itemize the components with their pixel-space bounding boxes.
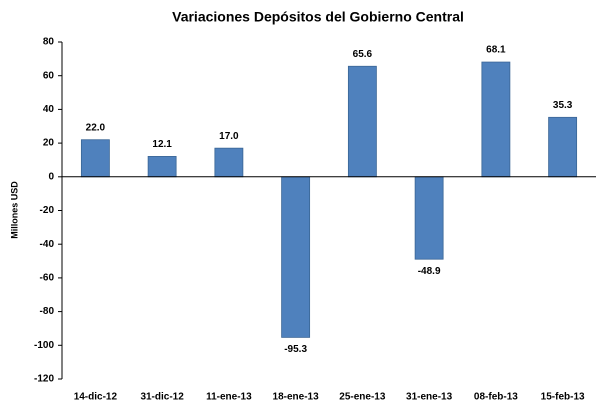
- data-label: 17.0: [219, 131, 239, 142]
- x-tick-label: 14-dic-12: [74, 392, 118, 403]
- data-label: 12.1: [152, 139, 172, 150]
- x-tick-label: 15-feb-13: [541, 392, 585, 403]
- bar: [347, 65, 377, 178]
- y-tick-label: 20: [43, 138, 55, 149]
- bar: [281, 176, 311, 338]
- bar: [414, 176, 444, 260]
- x-tick-label: 31-dic-12: [140, 392, 184, 403]
- bar: [147, 156, 177, 178]
- x-tick-label: 11-ene-13: [206, 392, 252, 403]
- y-tick-label: -40: [40, 239, 55, 250]
- y-tick-label: 60: [43, 70, 55, 81]
- data-label: 65.6: [353, 49, 373, 60]
- data-label: 22.0: [86, 122, 106, 133]
- y-tick-label: -20: [40, 205, 55, 216]
- bar: [548, 116, 578, 178]
- y-tick-label: -100: [34, 340, 54, 351]
- data-label: -48.9: [418, 266, 441, 277]
- x-tick-label: 31-ene-13: [406, 392, 453, 403]
- y-tick-label: 80: [43, 37, 55, 48]
- x-tick-label: 25-ene-13: [339, 392, 386, 403]
- bar: [481, 61, 511, 178]
- y-tick-label: -60: [40, 273, 55, 284]
- y-tick-label: -80: [40, 306, 55, 317]
- x-tick-label: 08-feb-13: [474, 392, 518, 403]
- y-tick-label: 0: [48, 171, 54, 182]
- data-label: 35.3: [553, 100, 573, 111]
- bar: [80, 139, 110, 178]
- data-label: -95.3: [284, 344, 307, 355]
- y-tick-label: 40: [43, 104, 55, 115]
- bar: [214, 147, 244, 178]
- chart-title: Variaciones Depósitos del Gobierno Centr…: [172, 9, 464, 25]
- x-tick-label: 18-ene-13: [273, 392, 320, 403]
- y-tick-label: -120: [34, 374, 54, 385]
- y-axis-label: Millones USD: [9, 181, 19, 239]
- data-label: 68.1: [486, 45, 506, 56]
